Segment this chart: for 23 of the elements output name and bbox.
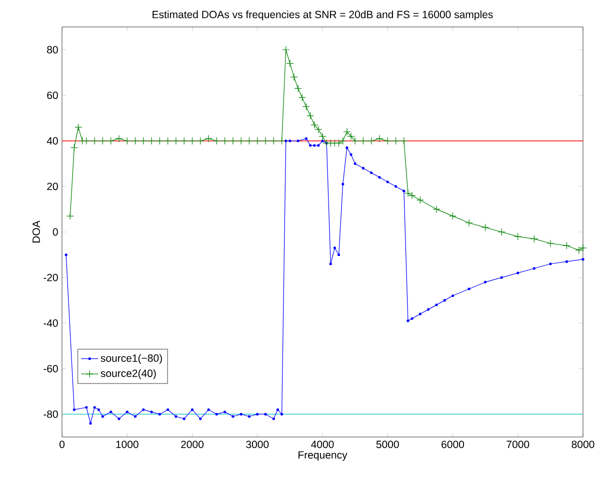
y-tick-label: 0 (52, 228, 58, 236)
x-tick-label: 1000 (116, 440, 138, 448)
legend-label: source1(−80) (100, 354, 162, 364)
chart-title: Estimated DOAs vs frequencies at SNR = 20dB and FS = 16000 samples (152, 10, 493, 20)
y-tick-label: 60 (47, 92, 58, 100)
x-tick-label: 7000 (506, 440, 530, 448)
y-tick-label: 80 (47, 46, 58, 54)
x-tick-label: 0 (59, 440, 65, 448)
y-tick-label: -20 (44, 274, 58, 282)
x-axis-title: Frequency (298, 451, 348, 461)
x-tick-label: 4000 (311, 440, 334, 448)
y-axis-title: DOA (32, 220, 40, 242)
y-tick-label: 20 (47, 182, 58, 190)
x-tick-label: 8000 (572, 440, 594, 448)
y-tick-label: -80 (44, 410, 58, 418)
y-tick-label: -60 (44, 364, 58, 372)
x-tick-label: 6000 (442, 440, 464, 448)
y-tick-label: 40 (46, 137, 58, 145)
legend-label: source2(40) (100, 369, 156, 380)
x-tick-label: 2000 (181, 440, 204, 448)
y-tick-label: -40 (44, 319, 58, 327)
x-tick-label: 5000 (376, 440, 399, 448)
x-tick-label: 3000 (246, 440, 269, 448)
